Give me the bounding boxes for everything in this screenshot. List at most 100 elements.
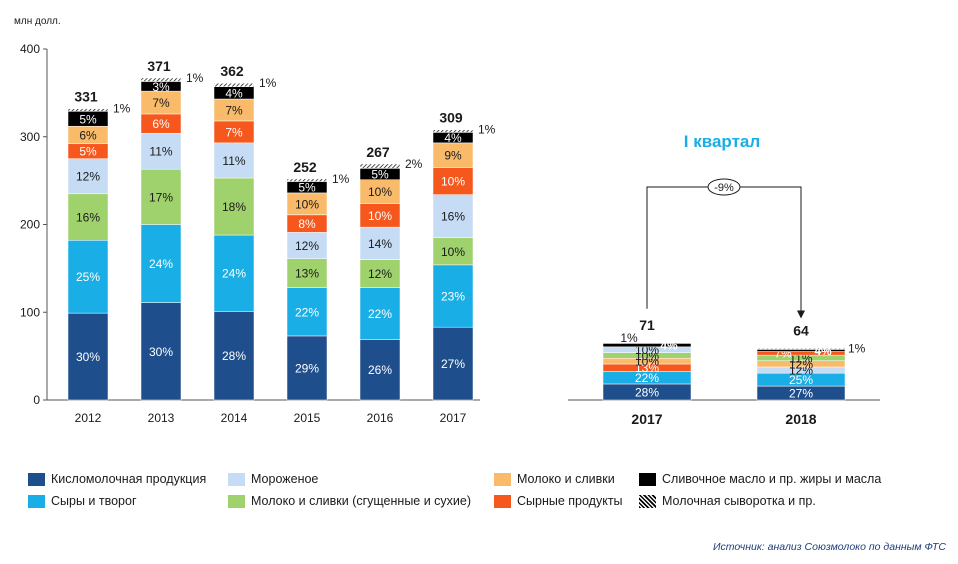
data-label: 3% [152, 80, 170, 94]
bar-segment [67, 312, 109, 401]
legend: Кисломолочная продукция Сыры и творог Моро… [28, 472, 928, 516]
y-tick-label: 300 [20, 130, 40, 144]
data-label: 16% [441, 210, 465, 224]
legend-swatch [639, 494, 656, 508]
data-label: 30% [149, 345, 173, 359]
bar-segment [432, 129, 474, 133]
data-label: 25% [789, 373, 813, 387]
legend-label: Кисломолочная продукция [51, 472, 207, 486]
legend-label: Мороженое [251, 472, 319, 486]
bar-segment [213, 234, 255, 312]
bar-segment [359, 163, 401, 169]
left-bars: 30% 25% 16% 12% 5% 6% 5% 1% 331 30% 24% 17% 11% 6% 7% 3… [67, 58, 496, 401]
y-tick-label: 0 [33, 393, 40, 407]
bar-segment [140, 224, 182, 303]
legend-label: Сыры и творог [51, 494, 137, 508]
legend-swatch [28, 472, 45, 486]
legend-label: Молоко и сливки [517, 472, 615, 486]
legend-label: Сырные продукты [517, 494, 623, 508]
data-label: 10% [441, 175, 465, 189]
data-label: 30% [76, 350, 100, 364]
data-label: 6% [79, 128, 97, 142]
legend-item: Молоко и сливки (сгущенные и сухие) [228, 494, 471, 508]
data-label: 14% [368, 237, 392, 251]
y-axis-label: млн долл. [14, 16, 61, 27]
bar-segment [756, 349, 846, 352]
chart-svg: млн долл. 0 100 200 300 400 2012 2013 2014 2015 20… [14, 16, 880, 427]
legend-swatch [228, 494, 245, 508]
bar-segment [359, 287, 401, 340]
bar-segment [432, 167, 474, 195]
bar-segment [140, 168, 182, 225]
data-label: 10% [368, 185, 392, 199]
bar-segment [213, 142, 255, 179]
bar-segment [67, 108, 109, 112]
total-label: 362 [220, 63, 244, 79]
source-note: Источник: анализ Союзмолоко по данным ФТ… [713, 541, 946, 553]
data-label: 22% [368, 307, 392, 321]
data-label: 26% [368, 363, 392, 377]
data-label: 5% [79, 112, 97, 126]
change-label: -9% [714, 182, 734, 194]
data-label: 6% [152, 117, 170, 131]
y-tick-label: 400 [20, 42, 40, 56]
bar-segment [286, 178, 328, 182]
bar-segment [756, 351, 846, 356]
total-label: 371 [147, 58, 171, 74]
data-label: 24% [222, 267, 246, 281]
y-tick-label: 200 [20, 218, 40, 232]
legend-label: Молоко и сливки (сгущенные и сухие) [251, 494, 472, 508]
data-label: 13% [295, 267, 319, 281]
data-label: 1% [259, 76, 277, 90]
data-label: 12% [295, 239, 319, 253]
legend-item: Сыры и творог [28, 494, 137, 508]
data-label: 5% [298, 181, 316, 195]
data-label: 4% [660, 339, 678, 353]
data-label: 1% [113, 102, 131, 116]
legend-item: Сливочное масло и пр. жиры и масла [639, 472, 881, 486]
data-label: 4% [225, 86, 243, 100]
x-tick-label: 2012 [75, 411, 102, 425]
bar-segment [602, 342, 692, 344]
bar-segment [140, 132, 182, 170]
total-label: 252 [293, 159, 317, 175]
legend-swatch [494, 494, 511, 508]
data-label: 4% [444, 131, 462, 145]
bar-segment [359, 339, 401, 401]
left-axes: млн долл. 0 100 200 300 400 2012 2013 2014 2015 20… [14, 16, 480, 425]
bar-segment [140, 302, 182, 401]
data-label: 5% [79, 145, 97, 159]
data-label: 10% [441, 245, 465, 259]
total-label: 309 [439, 110, 463, 126]
data-label: 4% [814, 344, 832, 358]
data-label: 1% [332, 172, 350, 186]
data-label: 11% [222, 154, 245, 168]
data-label: 28% [635, 385, 659, 399]
bar-segment [432, 326, 474, 401]
bar-segment [359, 259, 401, 288]
legend-swatch [28, 494, 45, 508]
legend-swatch [494, 472, 511, 486]
bar-segment [213, 82, 255, 87]
legend-item: Молоко и сливки [494, 472, 615, 486]
change-arrow [797, 310, 805, 319]
total-label: 64 [793, 322, 809, 338]
legend-swatch [639, 472, 656, 486]
data-label: 2% [405, 157, 423, 171]
bar-segment [359, 226, 401, 260]
right-bars: 28%22%13%10%10%10% 4%1%7127%25%12%12%11%7… [602, 178, 866, 401]
bar-segment [213, 177, 255, 236]
bar-segment [286, 232, 328, 259]
data-label: 12% [368, 267, 392, 281]
data-label: 25% [76, 270, 100, 284]
x-tick-label: 2016 [367, 411, 394, 425]
legend-item: Сырные продукты [494, 494, 623, 508]
data-label: 10% [295, 197, 319, 211]
data-label: 13% [635, 361, 659, 375]
bar-segment [432, 264, 474, 328]
data-label: 29% [295, 361, 319, 375]
bar-segment [67, 240, 109, 314]
bar-segment [140, 77, 182, 82]
data-label: 8% [298, 217, 316, 231]
